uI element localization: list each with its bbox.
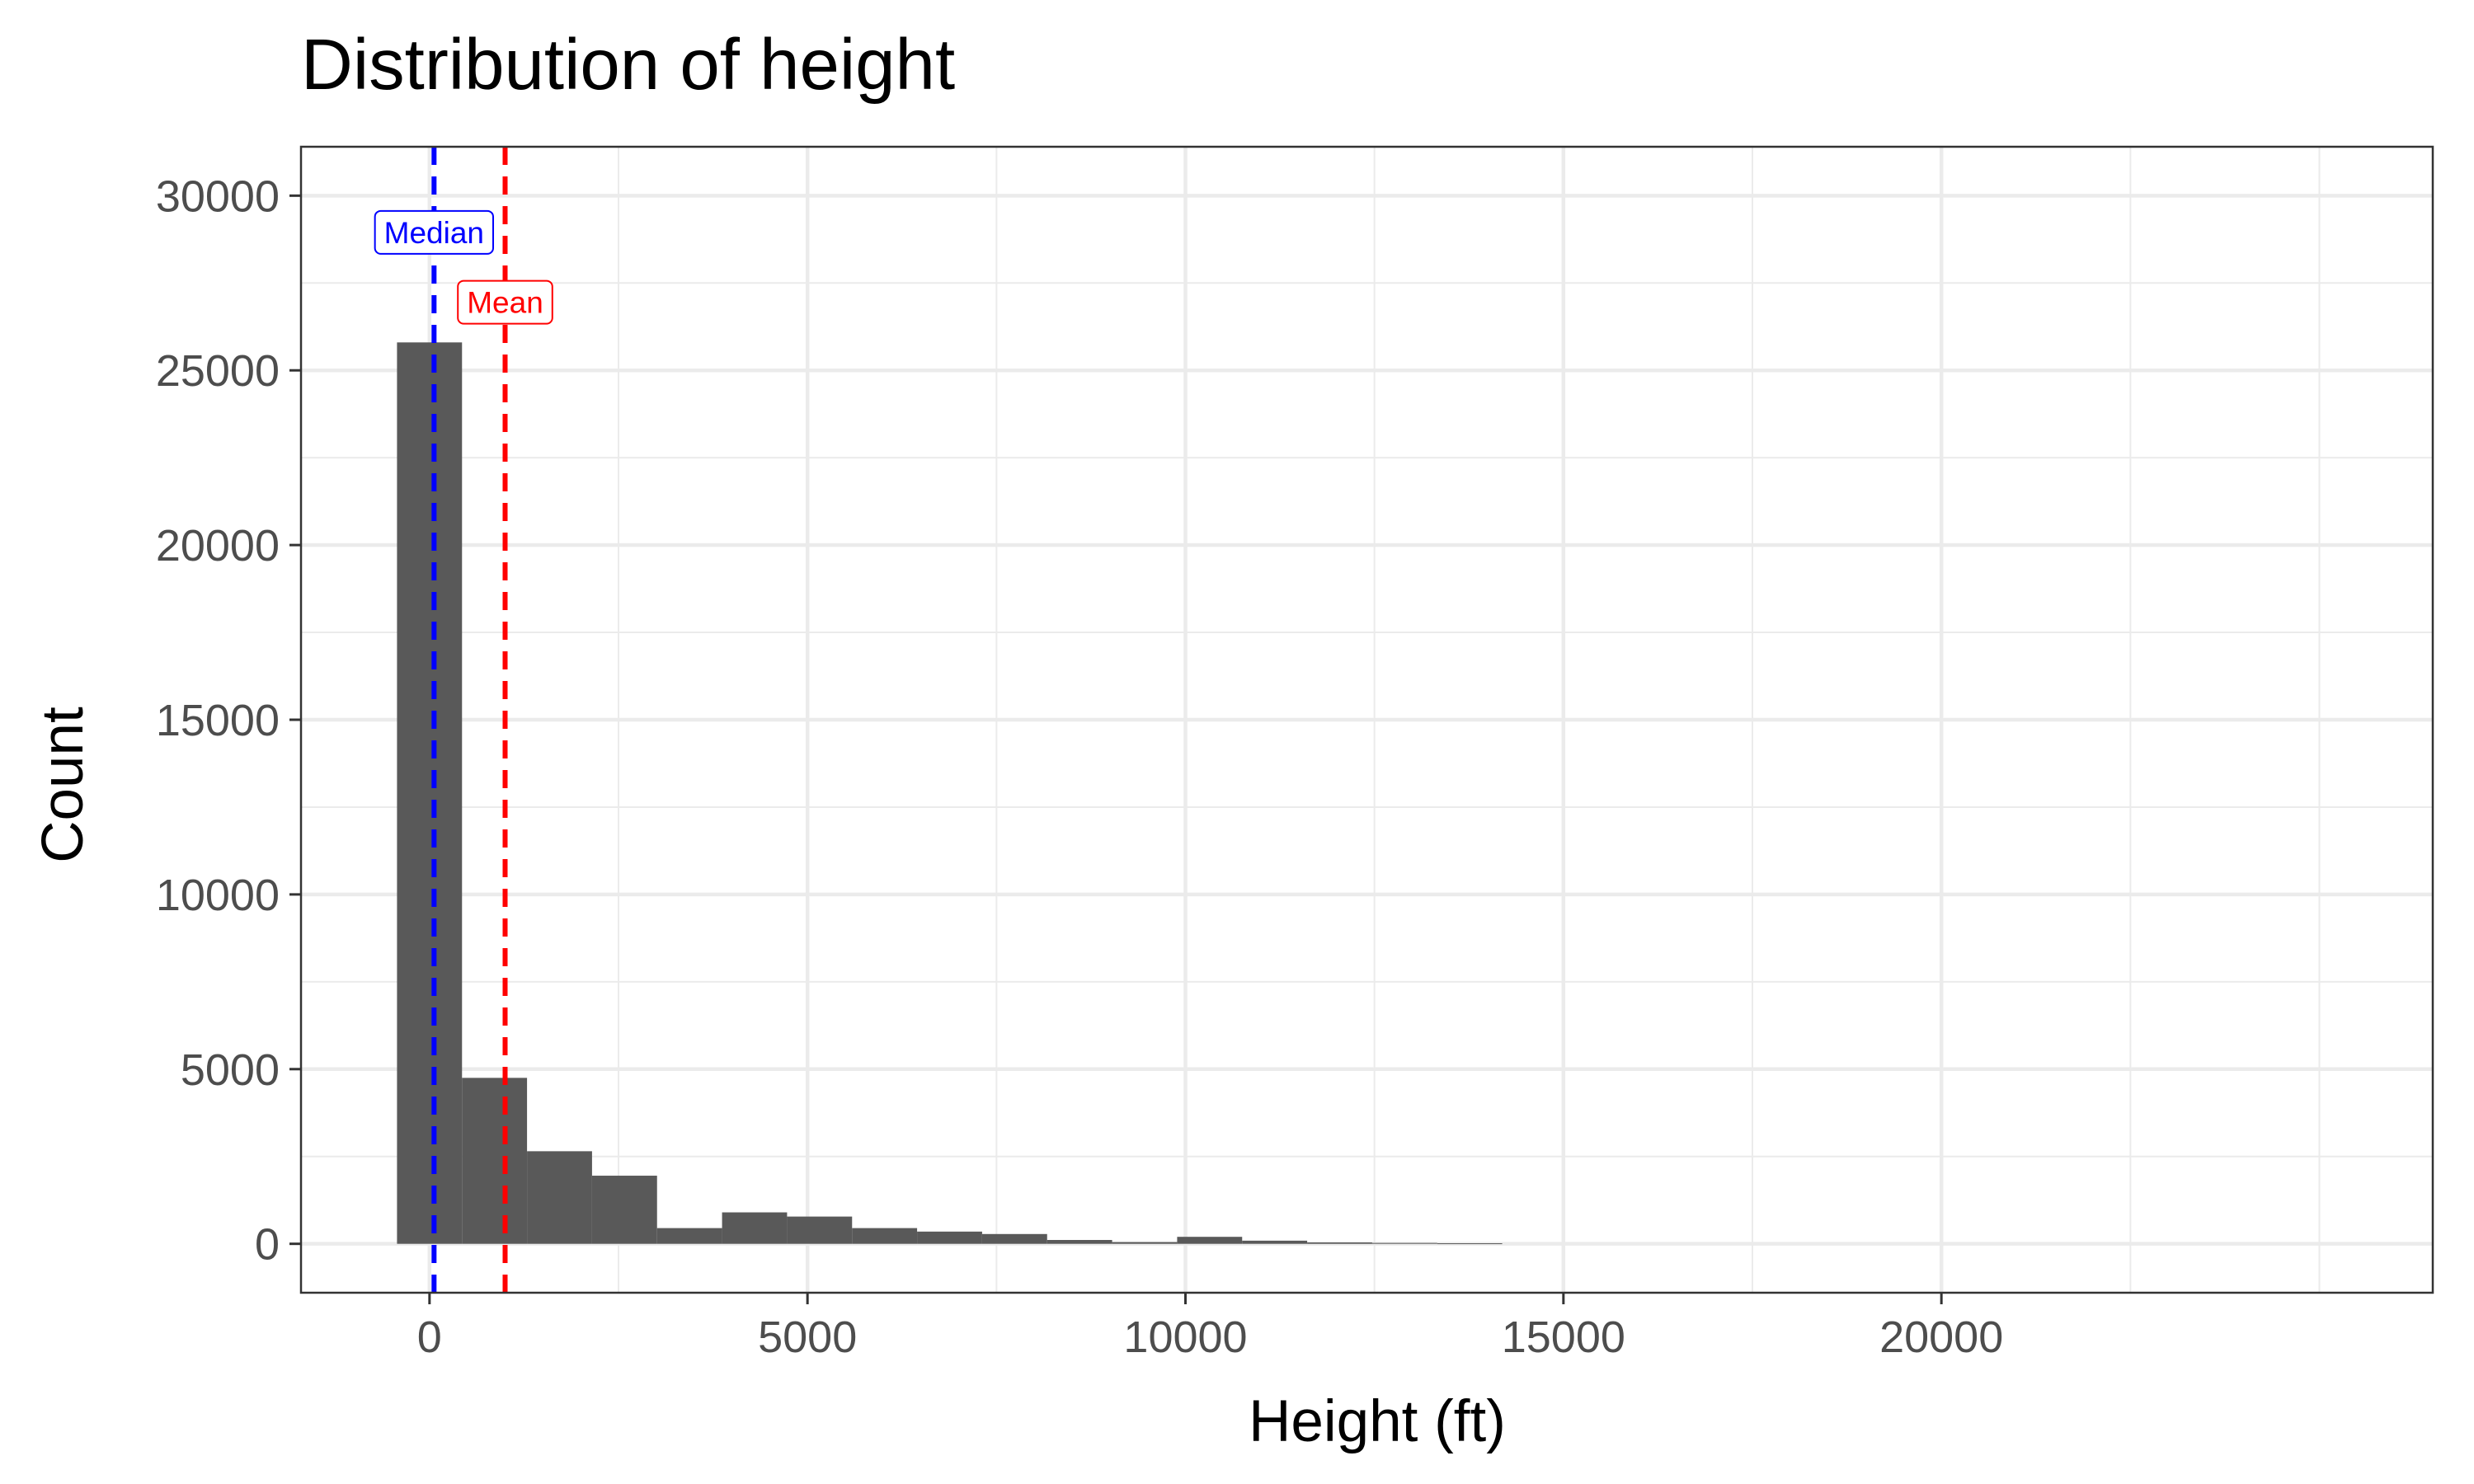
y-tick-label: 25000 <box>156 346 280 396</box>
y-tick-label: 0 <box>255 1220 280 1270</box>
y-tick-label: 10000 <box>156 871 280 920</box>
y-tick-label: 15000 <box>156 696 280 745</box>
reference-lines <box>431 147 508 1293</box>
annotation-box <box>457 279 553 325</box>
histogram-bar-8 <box>917 1231 982 1244</box>
histogram-bar-14 <box>1307 1242 1372 1244</box>
annotation-box <box>374 209 495 255</box>
chart-title: Distribution of height <box>301 25 955 105</box>
histogram-bar-4 <box>656 1228 722 1244</box>
histogram-bar-7 <box>852 1228 918 1244</box>
annotation-label: Mean <box>467 286 543 320</box>
y-tick-label: 5000 <box>181 1045 280 1095</box>
histogram-bar-10 <box>1047 1240 1112 1244</box>
x-tick-label: 5000 <box>758 1313 857 1362</box>
histogram-bar-13 <box>1242 1240 1308 1244</box>
annotation-mean: Mean <box>457 279 553 325</box>
histogram-bar-16 <box>1437 1243 1503 1245</box>
histogram-bar-0 <box>397 342 463 1244</box>
histogram-bar-9 <box>981 1233 1047 1244</box>
histogram-bar-1 <box>462 1078 528 1244</box>
y-tick-label: 30000 <box>156 171 280 221</box>
x-tick-label: 20000 <box>1879 1313 2003 1362</box>
annotations: Median Mean <box>374 209 553 325</box>
y-axis-ticks: 0 5000 10000 15000 20000 25000 30000 <box>156 171 301 1270</box>
histogram-bar-5 <box>722 1212 788 1244</box>
x-axis-title: Height (ft) <box>1249 1389 1506 1454</box>
x-tick-label: 10000 <box>1123 1313 1247 1362</box>
x-tick-label: 15000 <box>1502 1313 1625 1362</box>
y-tick-label: 20000 <box>156 521 280 571</box>
histogram-bars <box>397 342 1503 1245</box>
annotation-label: Median <box>384 216 484 250</box>
histogram-bar-11 <box>1112 1242 1178 1244</box>
y-axis-title: Count <box>31 707 96 863</box>
histogram-bar-3 <box>591 1176 657 1244</box>
histogram-bar-15 <box>1371 1242 1437 1244</box>
histogram-bar-6 <box>787 1216 853 1244</box>
histogram-bar-2 <box>527 1151 592 1244</box>
histogram-bar-12 <box>1177 1237 1243 1244</box>
x-axis-ticks: 0 5000 10000 15000 20000 <box>417 1293 2003 1362</box>
annotation-median: Median <box>374 209 495 255</box>
x-tick-label: 0 <box>417 1313 442 1362</box>
